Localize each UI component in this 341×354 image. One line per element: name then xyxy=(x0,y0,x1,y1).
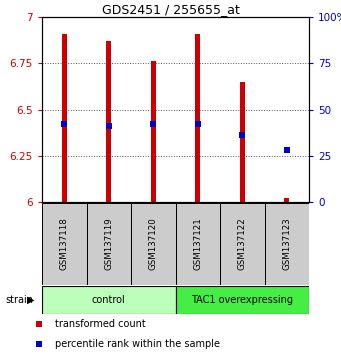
Text: GSM137121: GSM137121 xyxy=(193,218,202,270)
Text: percentile rank within the sample: percentile rank within the sample xyxy=(55,339,220,349)
Text: GSM137122: GSM137122 xyxy=(238,218,247,270)
Text: GSM137118: GSM137118 xyxy=(60,218,69,270)
Bar xyxy=(220,203,265,285)
Text: transformed count: transformed count xyxy=(55,319,146,329)
Bar xyxy=(176,203,220,285)
Bar xyxy=(131,203,176,285)
Bar xyxy=(240,82,245,202)
Text: GSM137119: GSM137119 xyxy=(104,218,113,270)
Text: GSM137120: GSM137120 xyxy=(149,218,158,270)
Bar xyxy=(151,61,156,202)
Bar xyxy=(106,41,112,202)
Bar xyxy=(42,203,87,285)
Bar xyxy=(176,286,309,314)
Bar xyxy=(87,203,131,285)
Text: TAC1 overexpressing: TAC1 overexpressing xyxy=(191,295,293,305)
Text: ▶: ▶ xyxy=(27,295,34,305)
Text: GDS2451 / 255655_at: GDS2451 / 255655_at xyxy=(102,3,239,16)
Text: GSM137123: GSM137123 xyxy=(282,218,291,270)
Text: strain: strain xyxy=(5,295,33,305)
Text: control: control xyxy=(92,295,125,305)
Bar xyxy=(195,34,201,202)
Bar xyxy=(265,203,309,285)
Bar xyxy=(62,34,67,202)
Bar xyxy=(284,198,290,202)
Bar xyxy=(42,286,176,314)
